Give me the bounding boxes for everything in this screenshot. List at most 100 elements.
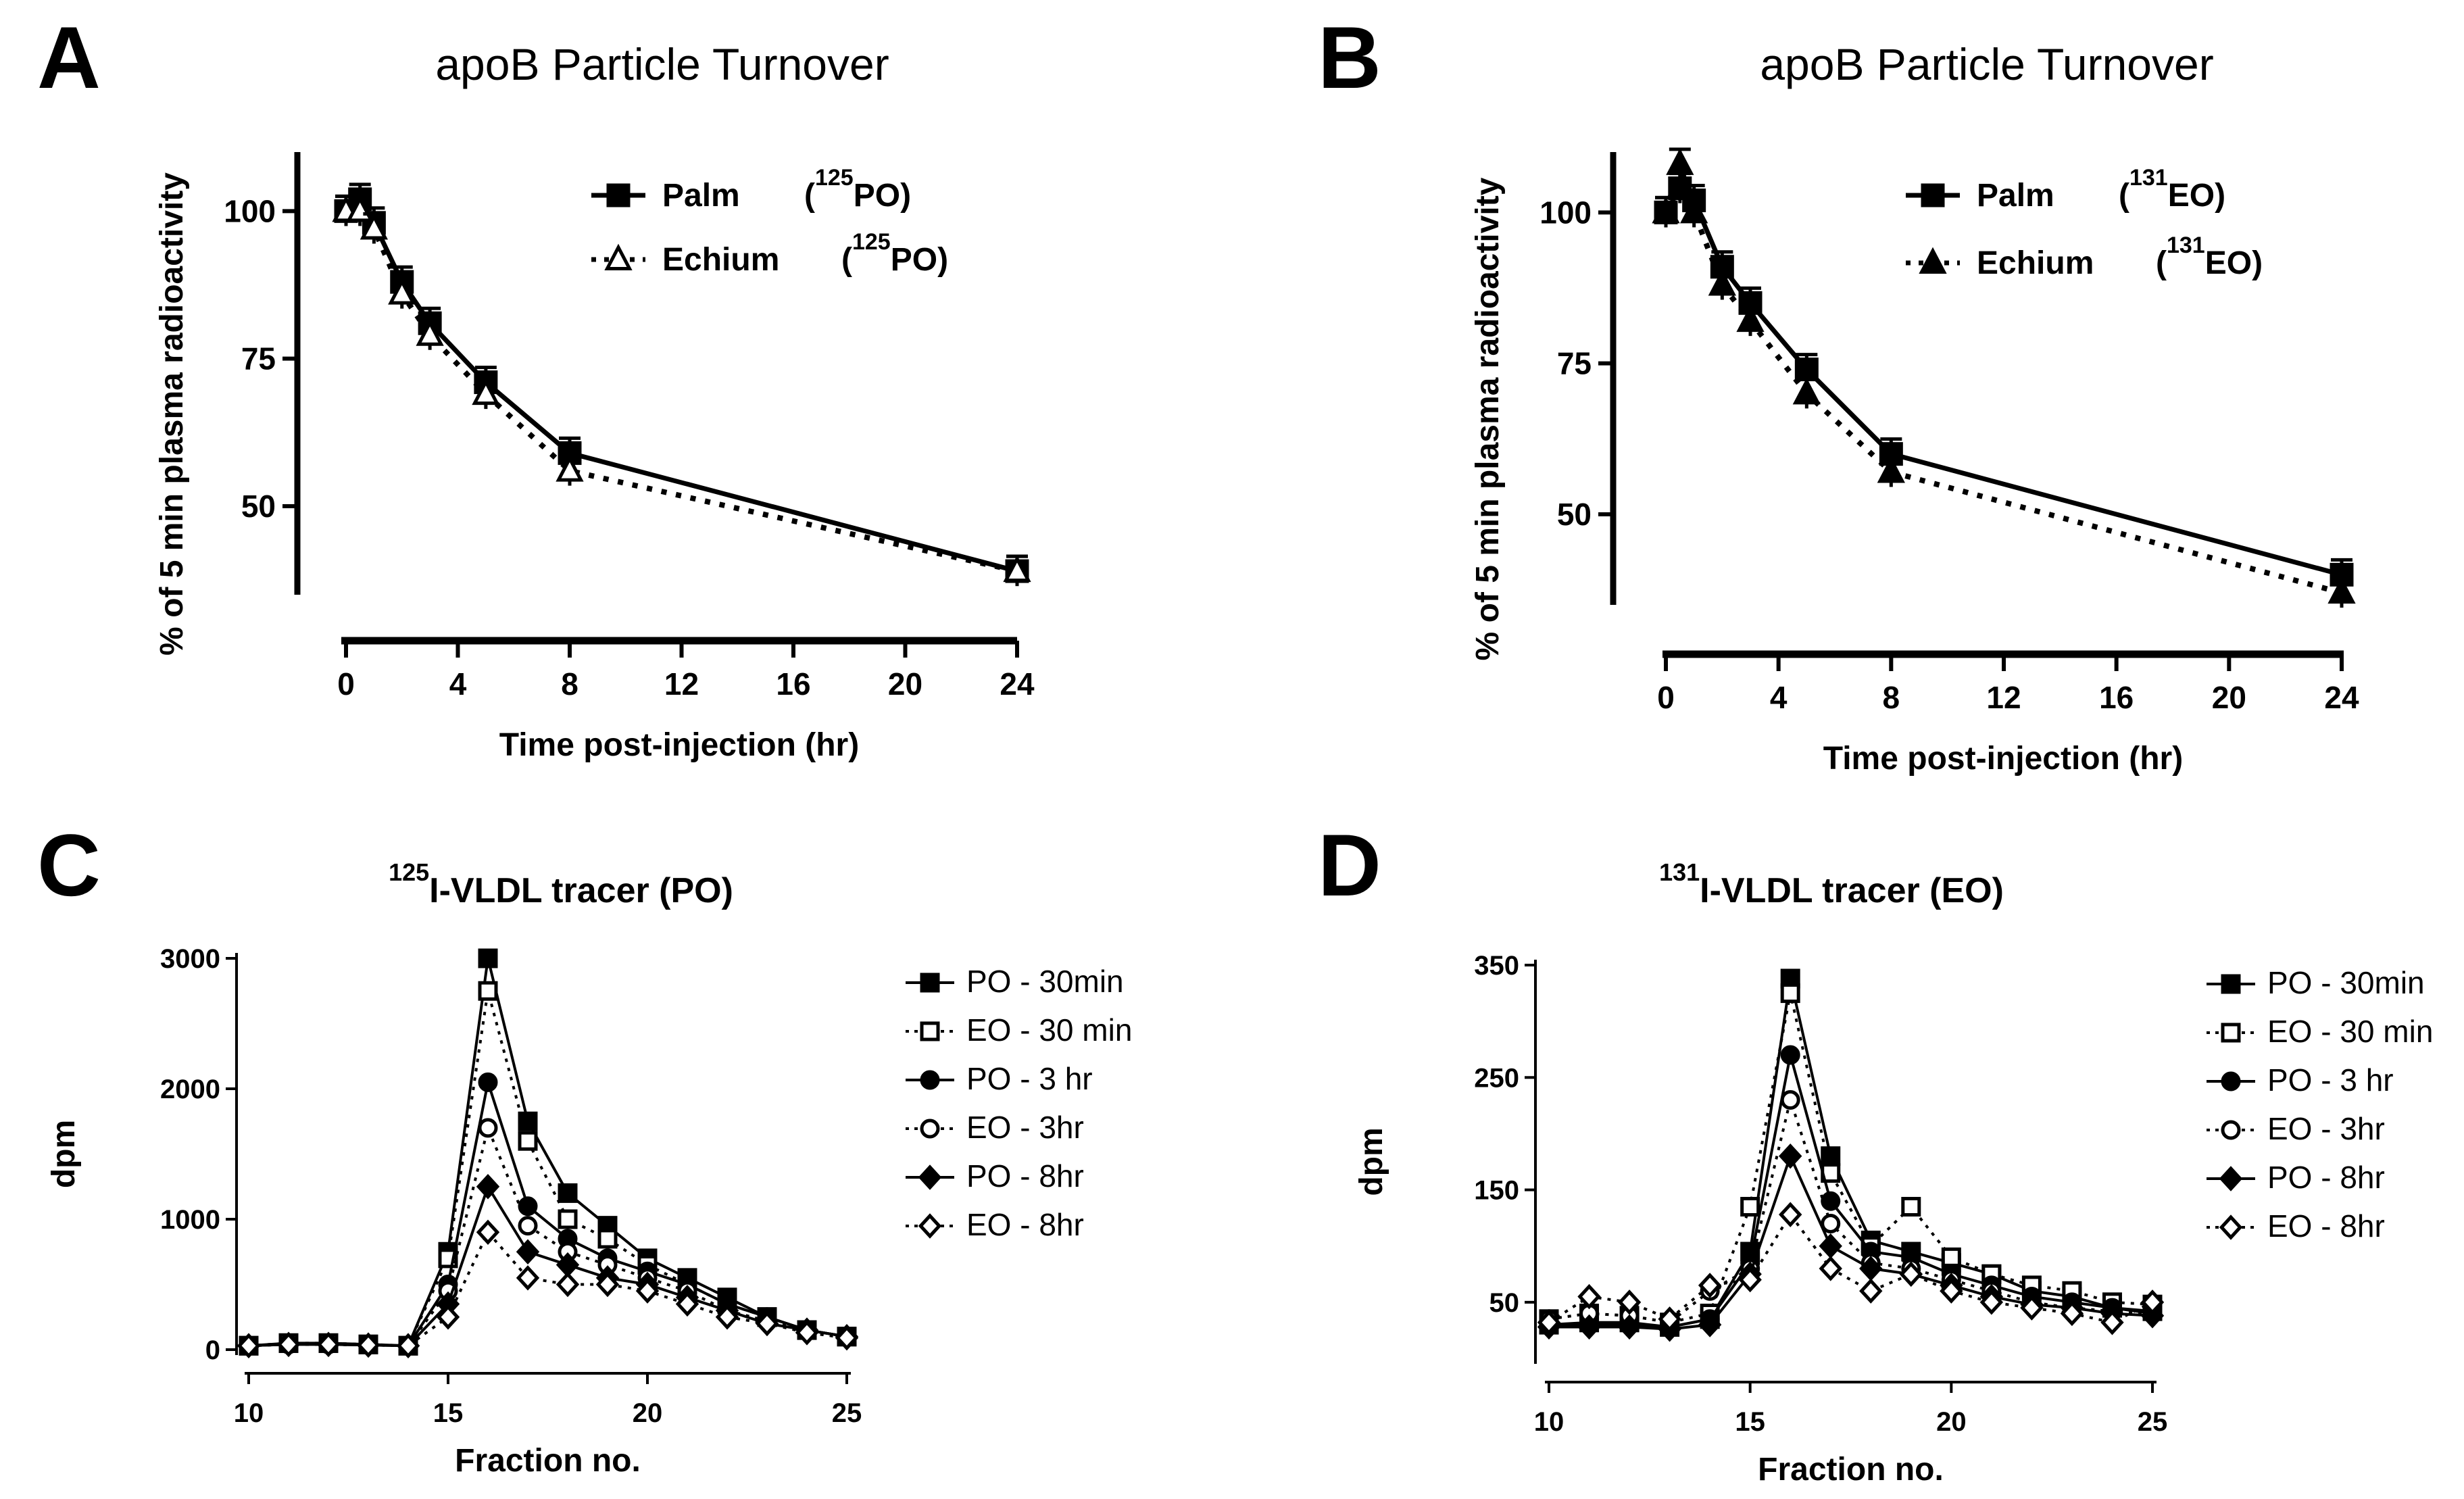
data-point (478, 948, 498, 968)
x-tick-label: 20 (888, 666, 922, 702)
x-tick-label: 15 (1735, 1407, 1765, 1437)
data-point (1940, 1278, 1963, 1304)
y-tick-label: 250 (1474, 1063, 1519, 1093)
x-tick-label: 0 (1657, 680, 1675, 715)
legend-entry: EO - 3hr (906, 1110, 1084, 1145)
series-line (248, 1229, 847, 1348)
legend-entry: EO - 30 min (2207, 1014, 2433, 1049)
data-point (1780, 1090, 1800, 1110)
y-tick-label: 75 (241, 341, 276, 376)
data-point (396, 1333, 420, 1358)
data-point (715, 1304, 739, 1330)
legend-label: PO - 8hr (2267, 1160, 2385, 1195)
legend-marker (2221, 974, 2241, 994)
text-span: ( (841, 242, 852, 278)
series-eo-30-min (239, 981, 857, 1356)
chart-title: apoB Particle Turnover (435, 39, 889, 89)
panel-letter: C (37, 816, 101, 914)
series-line (1549, 1054, 2153, 1329)
y-tick-label: 350 (1474, 951, 1519, 981)
legend-label: EO - 3hr (2267, 1111, 2385, 1146)
legend-entry: PO - 3 hr (2207, 1062, 2394, 1098)
y-axis-label: dpm (46, 1120, 82, 1188)
legend-marker (920, 1021, 940, 1041)
data-point (1821, 1191, 1841, 1211)
data-point (478, 981, 498, 1001)
data-point (635, 1278, 660, 1304)
legend-entry-echium: Echium (131EO) (1906, 232, 2263, 281)
series-line (248, 1183, 847, 1348)
legend-marker (2221, 1071, 2241, 1091)
data-point (1859, 1278, 1883, 1304)
panel-letter: B (1318, 8, 1381, 107)
y-tick-label: 1000 (160, 1205, 220, 1235)
series-line (1548, 993, 2153, 1324)
y-tick-label: 75 (1557, 346, 1592, 381)
data-point (1652, 196, 1680, 224)
series-line (248, 990, 847, 1348)
data-point (1698, 1312, 1722, 1337)
data-point (1877, 456, 1905, 483)
data-point (1003, 555, 1031, 583)
y-tick-label: 50 (1489, 1288, 1520, 1318)
series-po-30min (239, 948, 857, 1356)
legend-entry-palm: Palm (125PO) (591, 165, 911, 214)
x-axis-label: Fraction no. (1758, 1452, 1944, 1488)
superscript: 125 (389, 858, 429, 886)
y-axis-label: % of 5 min plasma radioactivity (1470, 177, 1506, 660)
panel-letter: A (37, 8, 101, 107)
data-point (835, 1325, 859, 1351)
legend-entry: PO - 30min (906, 964, 1124, 999)
x-tick-label: 4 (1770, 680, 1788, 715)
data-point (2140, 1289, 2165, 1315)
data-point (1736, 305, 1765, 333)
chart-panel-c: C 125I-VLDL tracer (PO) 0 1000 2000 3000 10 15 2… (37, 816, 1132, 1479)
legend-marker (1921, 183, 1945, 207)
legend-label: EO - 8hr (966, 1207, 1084, 1242)
data-point (1779, 1202, 1802, 1227)
series-palm (1654, 172, 2354, 590)
legend-label: EO - 8hr (2267, 1208, 2385, 1244)
data-point (1738, 1267, 1762, 1293)
series-po-30min (1539, 968, 2163, 1337)
legend-tag: (131EO) (2119, 165, 2225, 214)
data-point (1698, 1273, 1722, 1298)
data-point (2020, 1295, 2044, 1321)
x-tick-label: 8 (1883, 680, 1900, 715)
legend-label: EO - 30 min (966, 1012, 1132, 1048)
data-point (1899, 1261, 1923, 1287)
panel-letter: D (1318, 816, 1381, 914)
series-eo-8hr (1537, 1202, 2165, 1335)
x-tick-label: 24 (1000, 666, 1035, 702)
legend-entry: PO - 30min (2207, 965, 2425, 1000)
x-tick-label: 20 (1936, 1407, 1967, 1437)
series-echium (1652, 147, 2356, 608)
data-point (1537, 1310, 1561, 1335)
data-point (1780, 983, 1800, 1004)
legend-marker (2221, 1023, 2241, 1043)
data-point (316, 1331, 341, 1357)
x-tick-label: 20 (2212, 680, 2246, 715)
superscript: 131 (1659, 858, 1700, 886)
legend-entry: PO - 8hr (906, 1158, 1084, 1194)
data-point (436, 1304, 460, 1330)
text-span: I-VLDL tracer (PO) (429, 871, 733, 910)
y-tick-label: 100 (224, 193, 276, 228)
data-point (2100, 1310, 2124, 1335)
data-point (388, 278, 416, 305)
series-line (248, 1077, 847, 1348)
data-point (1794, 358, 1819, 382)
data-point (675, 1291, 699, 1317)
x-tick-label: 12 (1986, 680, 2021, 715)
superscript: 125 (815, 165, 854, 191)
superscript: 131 (2167, 232, 2205, 258)
x-tick-label: 12 (664, 666, 699, 702)
data-point (1792, 377, 1821, 405)
data-point (518, 1131, 538, 1151)
data-point (597, 1229, 618, 1249)
data-point (360, 213, 389, 240)
data-point (558, 1183, 578, 1203)
data-point (755, 1310, 779, 1337)
legend-marker (920, 1119, 940, 1139)
series-echium (332, 194, 1031, 587)
